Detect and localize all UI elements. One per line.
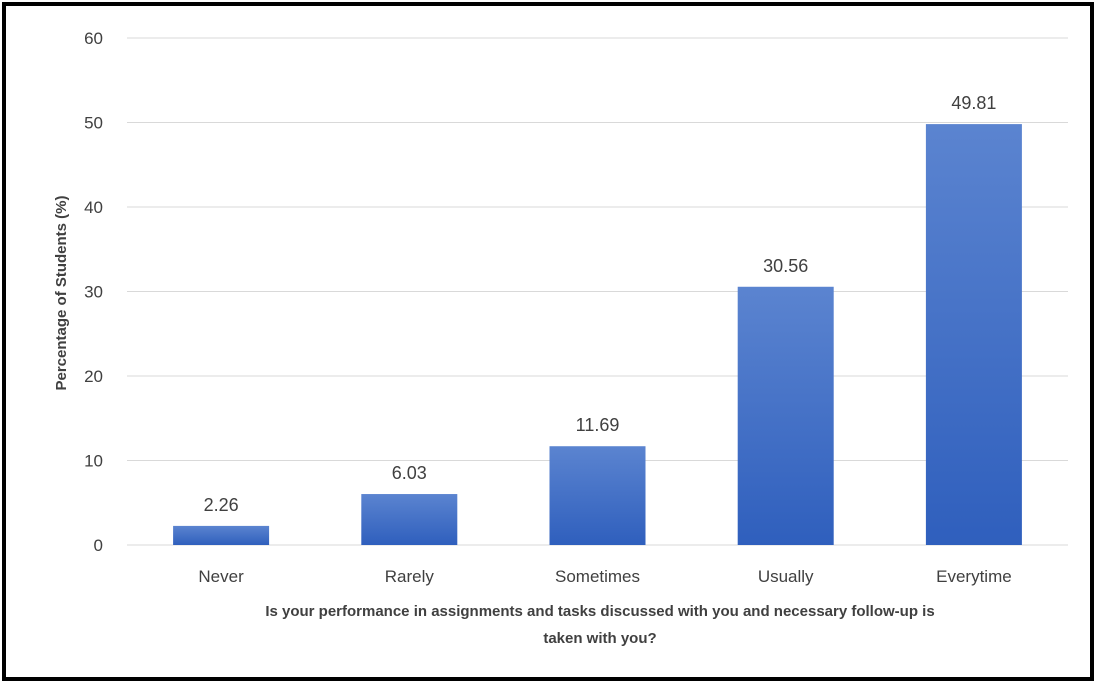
bar-rarely <box>361 494 458 545</box>
x-tick-label: Usually <box>758 567 814 586</box>
data-labels: 2.26 6.03 11.69 30.56 49.81 <box>204 93 997 515</box>
y-tick-label: 40 <box>84 198 103 217</box>
data-label: 11.69 <box>576 415 620 435</box>
bar-never <box>173 525 270 545</box>
y-tick-label: 30 <box>84 283 103 302</box>
y-tick-label: 0 <box>94 536 103 555</box>
x-tick-label: Everytime <box>936 567 1012 586</box>
x-axis-title-line-2: taken with you? <box>543 630 656 647</box>
bar-sometimes <box>549 446 646 545</box>
bar-everytime <box>925 124 1022 545</box>
y-tick-label: 60 <box>84 29 103 48</box>
data-label: 30.56 <box>763 256 808 276</box>
y-tick-label: 50 <box>84 114 103 133</box>
bar-usually <box>737 286 834 545</box>
y-axis-ticks: 0 10 20 30 40 50 60 <box>84 29 103 555</box>
bars <box>173 124 1022 545</box>
x-axis-ticks: Never Rarely Sometimes Usually Everytime <box>198 567 1011 586</box>
x-tick-label: Sometimes <box>555 567 640 586</box>
x-tick-label: Never <box>198 567 244 586</box>
data-label: 6.03 <box>392 463 427 483</box>
y-tick-label: 10 <box>84 452 103 471</box>
x-axis-title-line-1: Is your performance in assignments and t… <box>265 603 934 620</box>
data-label: 49.81 <box>951 93 996 113</box>
x-tick-label: Rarely <box>385 567 435 586</box>
y-axis-title: Percentage of Students (%) <box>53 195 70 390</box>
gridlines <box>127 37 1068 546</box>
data-label: 2.26 <box>204 495 239 515</box>
y-tick-label: 20 <box>84 367 103 386</box>
